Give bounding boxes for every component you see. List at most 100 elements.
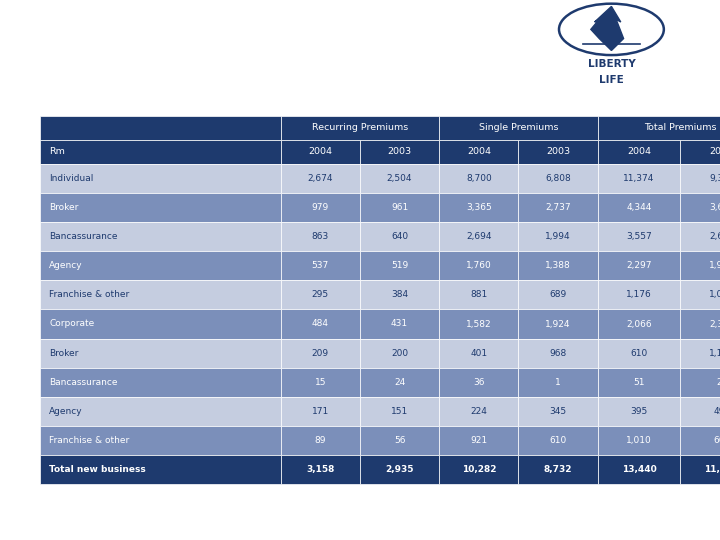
Bar: [40, 280, 281, 309]
Bar: [40, 339, 281, 368]
Bar: [281, 397, 360, 426]
Bar: [40, 397, 281, 426]
Bar: [281, 455, 360, 484]
Bar: [680, 251, 720, 280]
Text: 968: 968: [549, 349, 567, 357]
Bar: [360, 222, 439, 251]
Text: 401: 401: [470, 349, 487, 357]
Text: 3,365: 3,365: [466, 203, 492, 212]
Text: 3,557: 3,557: [626, 232, 652, 241]
Bar: [281, 368, 360, 397]
Text: Bancassurance: Bancassurance: [49, 378, 118, 387]
Text: 961: 961: [391, 203, 408, 212]
Text: 863: 863: [312, 232, 329, 241]
Bar: [518, 368, 598, 397]
Bar: [439, 397, 518, 426]
Text: 1,760: 1,760: [466, 261, 492, 270]
Bar: [439, 193, 518, 222]
Text: 6,808: 6,808: [545, 174, 571, 183]
Text: Broker: Broker: [49, 203, 78, 212]
Text: Total new business: Total new business: [49, 465, 146, 474]
Bar: [439, 455, 518, 484]
Bar: [40, 164, 281, 193]
Text: 1,010: 1,010: [626, 436, 652, 445]
Text: 1: 1: [555, 378, 561, 387]
Bar: [281, 251, 360, 280]
Bar: [680, 164, 720, 193]
Bar: [281, 309, 360, 339]
Bar: [680, 309, 720, 339]
Text: 25: 25: [716, 378, 720, 387]
Bar: [360, 309, 439, 339]
Text: 2,694: 2,694: [466, 232, 492, 241]
Text: Agency: Agency: [49, 407, 83, 416]
Bar: [598, 251, 680, 280]
Bar: [439, 251, 518, 280]
Text: Single Premiums: Single Premiums: [479, 124, 558, 132]
Bar: [40, 251, 281, 280]
Text: Corporate: Corporate: [49, 320, 94, 328]
Text: 881: 881: [470, 291, 487, 299]
Bar: [281, 426, 360, 455]
Bar: [281, 280, 360, 309]
Text: 2,737: 2,737: [545, 203, 571, 212]
Bar: [518, 339, 598, 368]
Bar: [360, 368, 439, 397]
Text: 2,634: 2,634: [709, 232, 720, 241]
Text: 1,907: 1,907: [709, 261, 720, 270]
Bar: [281, 222, 360, 251]
Text: 921: 921: [470, 436, 487, 445]
Bar: [40, 222, 281, 251]
Text: 496: 496: [714, 407, 720, 416]
Bar: [680, 368, 720, 397]
Text: 2,297: 2,297: [626, 261, 652, 270]
Bar: [518, 309, 598, 339]
Bar: [518, 164, 598, 193]
Bar: [360, 455, 439, 484]
Text: 2,935: 2,935: [385, 465, 414, 474]
Bar: [40, 116, 281, 140]
Text: 2003: 2003: [710, 147, 720, 156]
Text: 666: 666: [714, 436, 720, 445]
Text: 2,674: 2,674: [307, 174, 333, 183]
Bar: [518, 397, 598, 426]
Text: 537: 537: [312, 261, 329, 270]
Text: 2,355: 2,355: [709, 320, 720, 328]
Text: 1,168: 1,168: [709, 349, 720, 357]
Text: 395: 395: [631, 407, 647, 416]
Text: 11,374: 11,374: [624, 174, 654, 183]
Text: 10,282: 10,282: [462, 465, 496, 474]
Bar: [598, 368, 680, 397]
Text: 2004: 2004: [467, 147, 491, 156]
Bar: [360, 339, 439, 368]
Bar: [40, 193, 281, 222]
Bar: [439, 309, 518, 339]
Bar: [518, 426, 598, 455]
Bar: [598, 280, 680, 309]
Text: LIFE: LIFE: [599, 75, 624, 85]
Text: Recurring Premiums: Recurring Premiums: [312, 124, 408, 132]
Text: 24: 24: [394, 378, 405, 387]
Text: 1,924: 1,924: [545, 320, 571, 328]
Bar: [680, 193, 720, 222]
Bar: [40, 455, 281, 484]
Bar: [281, 193, 360, 222]
Bar: [40, 309, 281, 339]
Bar: [598, 140, 680, 164]
Text: 11,667: 11,667: [704, 465, 720, 474]
Text: 979: 979: [312, 203, 329, 212]
Text: 610: 610: [631, 349, 647, 357]
Text: Franchise & other: Franchise & other: [49, 291, 130, 299]
Text: Rm: Rm: [49, 147, 65, 156]
Text: Bancassurance: Bancassurance: [49, 232, 118, 241]
Text: 384: 384: [391, 291, 408, 299]
Bar: [439, 222, 518, 251]
Text: 2,066: 2,066: [626, 320, 652, 328]
Bar: [598, 455, 680, 484]
Text: 224: 224: [470, 407, 487, 416]
Text: 1,582: 1,582: [466, 320, 492, 328]
Text: 51: 51: [634, 378, 644, 387]
Bar: [598, 222, 680, 251]
Bar: [598, 339, 680, 368]
Text: 2,504: 2,504: [387, 174, 413, 183]
